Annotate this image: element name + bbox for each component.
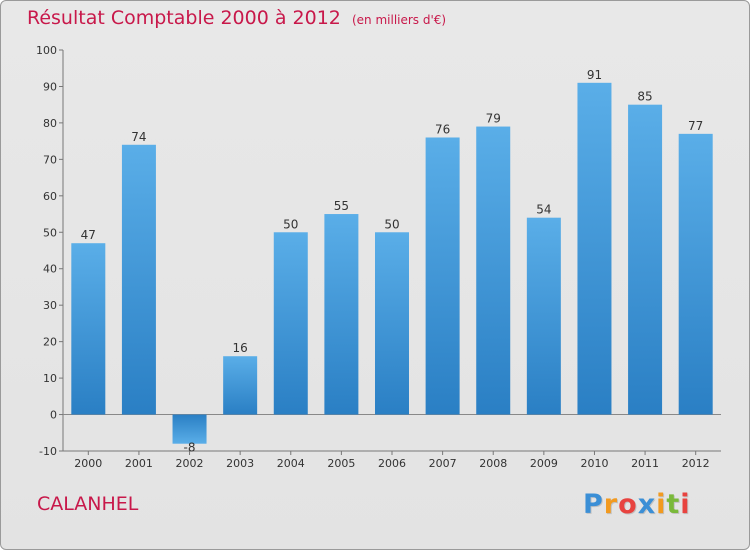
x-tick-label: 2012: [682, 457, 710, 470]
logo-letter: i: [656, 489, 667, 520]
bar: [476, 126, 511, 415]
x-tick-label: 2000: [74, 457, 102, 470]
data-label: 54: [536, 203, 551, 217]
bar: [375, 232, 409, 415]
data-label: 74: [131, 130, 146, 144]
x-tick-label: 2005: [327, 457, 355, 470]
x-tick-label: 2009: [530, 457, 558, 470]
data-label: 77: [688, 119, 703, 133]
logo-letter: r: [603, 489, 619, 520]
data-label: 16: [233, 341, 248, 355]
x-tick-label: 2008: [479, 457, 507, 470]
y-tick-label: 100: [36, 44, 57, 57]
y-tick-label: -10: [39, 445, 57, 458]
data-label: 76: [435, 122, 450, 136]
bar: [526, 217, 561, 415]
y-tick-label: 70: [43, 153, 57, 166]
y-tick-label: 30: [43, 299, 57, 312]
bar: [172, 414, 207, 444]
y-tick-label: 10: [43, 372, 57, 385]
data-label: -8: [184, 441, 196, 455]
x-tick-label: 2004: [277, 457, 305, 470]
data-label: 50: [283, 217, 298, 231]
x-tick-label: 2001: [125, 457, 153, 470]
logo-letter: t: [666, 489, 681, 520]
x-tick-label: 2011: [631, 457, 659, 470]
bar: [577, 82, 612, 415]
chart-subtitle: (en milliers d'€): [351, 13, 447, 27]
bar: [425, 137, 460, 415]
logo-letter: o: [618, 489, 638, 520]
x-tick-label: 2007: [429, 457, 457, 470]
logo-letter: P: [583, 489, 604, 520]
proxiti-logo: Proxiti: [583, 489, 691, 520]
chart-title: Résultat Comptable 2000 à 2012: [27, 7, 341, 29]
y-tick-label: 80: [43, 117, 57, 130]
y-tick-label: 40: [43, 263, 57, 276]
y-tick-label: 50: [43, 226, 57, 239]
data-label: 91: [587, 68, 602, 82]
bar: [678, 133, 713, 415]
data-label: 47: [81, 228, 96, 242]
x-tick-label: 2002: [176, 457, 204, 470]
y-tick-label: 60: [43, 190, 57, 203]
data-label: 85: [637, 90, 652, 104]
logo-letter: x: [637, 489, 657, 520]
title-row: Résultat Comptable 2000 à 2012 (en milli…: [27, 7, 446, 29]
logo-letter: i: [680, 489, 691, 520]
x-tick-label: 2010: [580, 457, 608, 470]
place-name: CALANHEL: [37, 493, 139, 515]
bar: [71, 243, 106, 415]
data-label: 50: [384, 217, 399, 231]
y-tick-label: 90: [43, 80, 57, 93]
x-tick-label: 2006: [378, 457, 406, 470]
bar: [121, 144, 156, 415]
bar: [223, 356, 258, 415]
data-label: 55: [334, 199, 349, 213]
data-label: 79: [486, 112, 501, 126]
bar: [273, 232, 308, 415]
bar: [628, 104, 663, 415]
y-tick-label: 0: [50, 409, 57, 422]
x-tick-label: 2003: [226, 457, 254, 470]
bar: [324, 214, 359, 415]
y-tick-label: 20: [43, 336, 57, 349]
